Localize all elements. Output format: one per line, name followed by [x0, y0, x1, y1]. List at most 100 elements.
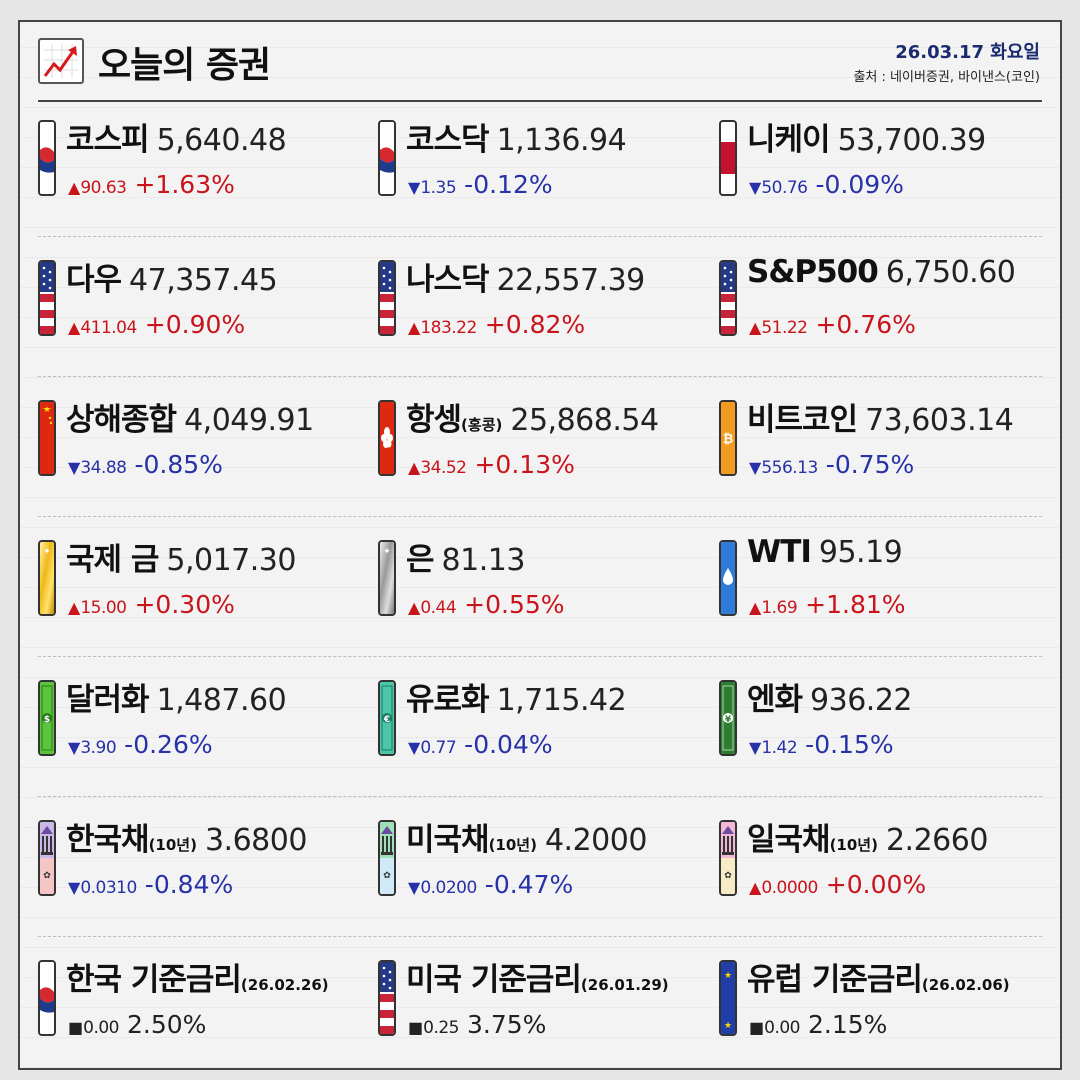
bitcoin-icon: ₿ [719, 400, 737, 476]
item-delta: 0.0200 [420, 878, 477, 898]
item-percent: -0.85% [134, 450, 223, 479]
item-title: 미국채(10년) 4.2000 [406, 814, 647, 859]
item-change: ▲183.22 +0.82% [408, 310, 585, 339]
item-value: 4.2000 [544, 823, 647, 858]
change-arrow-icon: ▲ [68, 598, 81, 617]
item-percent: -0.04% [464, 730, 553, 759]
item-title: 한국채(10년) 3.6800 [66, 814, 307, 859]
market-item: ✿ 일국채(10년) 2.2660 ▲0.0000 +0.00% [701, 806, 1046, 936]
row-divider [38, 936, 1042, 937]
usa-flag-icon [719, 260, 737, 336]
item-value: 3.6800 [204, 823, 307, 858]
item-delta: 34.88 [80, 458, 127, 478]
item-title: 달러화 1,487.60 [66, 674, 287, 719]
item-change: ▲15.00 +0.30% [68, 590, 235, 619]
item-change: ▲90.63 +1.63% [68, 170, 235, 199]
item-change: ▼1.35 -0.12% [408, 170, 553, 199]
market-item: 다우 47,357.45 ▲411.04 +0.90% [20, 246, 365, 376]
change-arrow-icon: ▲ [68, 318, 81, 337]
item-name: 달러화 [66, 682, 150, 718]
market-grid: 코스피 5,640.48 ▲90.63 +1.63% 코스닥 1,136.94 ▼1.… [20, 106, 1060, 1056]
item-subtitle: (26.01.29) [580, 976, 669, 994]
row-divider [38, 516, 1042, 517]
item-change: ▲0.44 +0.55% [408, 590, 565, 619]
item-title: 엔화 936.22 [747, 674, 913, 719]
item-change: ▲0.0000 +0.00% [749, 870, 926, 899]
item-change: ▼556.13 -0.75% [749, 450, 914, 479]
market-item: ✦ 국제 금 5,017.30 ▲15.00 +0.30% [20, 526, 365, 656]
item-delta: 183.22 [420, 318, 477, 338]
item-change: ▼0.0310 -0.84% [68, 870, 233, 899]
item-title: 일국채(10년) 2.2660 [747, 814, 988, 859]
item-value: 81.13 [441, 543, 526, 578]
market-item: 한국 기준금리(26.02.26) ■0.00 2.50% [20, 946, 365, 1076]
usa-flag-icon [378, 960, 396, 1036]
item-delta: 411.04 [80, 318, 137, 338]
item-value: 2.2660 [885, 823, 988, 858]
item-name: 항셍 [406, 402, 462, 438]
item-title: 다우 47,357.45 [66, 254, 278, 299]
item-delta: 1.42 [761, 738, 798, 758]
item-name: 나스닥 [406, 262, 490, 298]
row-divider [38, 376, 1042, 377]
item-name: 미국채 [406, 822, 490, 858]
usa-flag-icon [38, 260, 56, 336]
item-percent: -0.84% [144, 870, 234, 899]
header-divider [38, 100, 1042, 102]
item-name: 한국 기준금리 [66, 962, 242, 998]
item-percent: +1.63% [134, 170, 235, 199]
row-divider [38, 796, 1042, 797]
item-value: 53,700.39 [837, 123, 987, 158]
silver-bar-icon: ✦ [378, 540, 396, 616]
item-value: 5,017.30 [166, 543, 296, 578]
row-divider [38, 656, 1042, 657]
market-summary-card: 오늘의 증권 26.03.17 화요일 출처 : 네이버증권, 바이낸스(코인)… [18, 20, 1062, 1070]
item-value: 22,557.39 [496, 263, 646, 298]
change-arrow-icon: ■ [408, 1018, 424, 1037]
item-name: 코스피 [66, 122, 150, 158]
item-percent: 2.15% [807, 1010, 888, 1039]
yen-bill-icon: ¥ [719, 680, 737, 756]
change-arrow-icon: ▲ [749, 318, 762, 337]
item-delta: 51.22 [761, 318, 808, 338]
page-title: 오늘의 증권 [98, 45, 271, 86]
usa-flag-icon [378, 260, 396, 336]
korea-flag-icon [38, 960, 56, 1036]
item-subtitle: (26.02.06) [921, 976, 1010, 994]
item-name: S&P500 [747, 254, 879, 290]
oil-drop-icon [719, 540, 737, 616]
change-arrow-icon: ▼ [68, 738, 81, 757]
item-percent: -0.15% [805, 730, 894, 759]
item-name: 유로화 [406, 682, 490, 718]
market-item: ✦ 은 81.13 ▲0.44 +0.55% [360, 526, 705, 656]
market-item: WTI 95.19 ▲1.69 +1.81% [701, 526, 1046, 656]
item-delta: 0.44 [420, 598, 457, 618]
item-value: 47,357.45 [129, 263, 278, 298]
item-title: 국제 금 5,017.30 [66, 534, 296, 579]
market-item: 나스닥 22,557.39 ▲183.22 +0.82% [360, 246, 705, 376]
change-arrow-icon: ▲ [408, 318, 421, 337]
japan-bond-icon: ✿ [719, 820, 737, 896]
item-name: 니케이 [747, 122, 831, 158]
item-percent: +0.90% [144, 310, 246, 339]
item-delta: 0.0310 [80, 878, 137, 898]
market-item: 코스닥 1,136.94 ▼1.35 -0.12% [360, 106, 705, 236]
item-change: ▲51.22 +0.76% [749, 310, 916, 339]
svg-text:✦: ✦ [43, 547, 51, 557]
item-delta: 0.00 [764, 1018, 800, 1038]
item-percent: -0.26% [124, 730, 213, 759]
change-arrow-icon: ▼ [749, 738, 762, 757]
item-title: 코스피 5,640.48 [66, 114, 287, 159]
change-arrow-icon: ▼ [408, 878, 421, 897]
item-delta: 3.90 [80, 738, 117, 758]
svg-text:$: $ [44, 715, 50, 725]
item-name: 상해종합 [66, 402, 177, 438]
item-subtitle: (26.02.26) [240, 976, 329, 994]
item-title: 니케이 53,700.39 [747, 114, 986, 159]
item-subtitle: (10년) [829, 836, 878, 854]
item-title: 코스닥 1,136.94 [406, 114, 627, 159]
item-value: 1,487.60 [156, 683, 287, 718]
item-delta: 0.77 [420, 738, 457, 758]
item-percent: +0.82% [484, 310, 586, 339]
change-arrow-icon: ▼ [68, 878, 81, 897]
